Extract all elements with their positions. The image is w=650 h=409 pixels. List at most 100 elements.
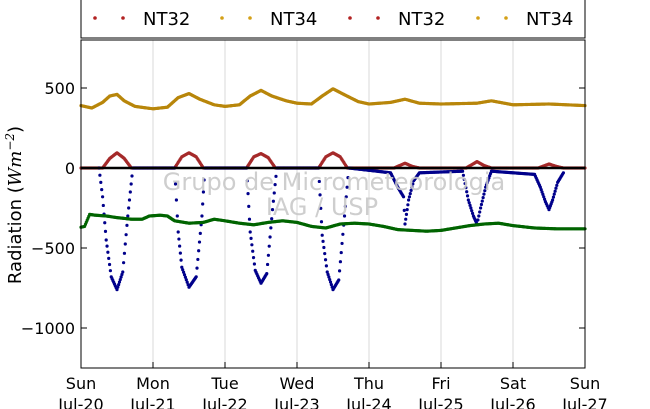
data-point <box>561 171 566 175</box>
data-point <box>271 199 275 203</box>
data-point <box>268 235 272 239</box>
watermark-line-2: IAG / USP <box>266 193 378 221</box>
data-point <box>250 243 254 247</box>
data-point <box>478 210 482 214</box>
data-point <box>541 192 545 196</box>
data-point <box>553 189 557 193</box>
x-tick-label-date: Jul-21 <box>129 395 175 409</box>
data-point <box>265 272 269 276</box>
x-tick-label-day: Wed <box>280 374 315 393</box>
data-point <box>345 185 349 189</box>
data-point <box>341 232 345 236</box>
x-tick-label-day: Tue <box>210 374 238 393</box>
data-point <box>465 190 469 194</box>
legend-marker <box>93 16 97 20</box>
data-point <box>179 258 183 262</box>
data-point <box>197 249 201 253</box>
data-point <box>408 192 412 196</box>
legend-label: NT34 <box>270 9 317 30</box>
y-axis-title: Radiation (Wm−2) <box>3 126 26 284</box>
data-point <box>181 268 185 272</box>
data-point <box>337 278 341 282</box>
data-point <box>173 182 178 186</box>
data-point <box>106 250 110 254</box>
data-point <box>462 177 466 182</box>
data-point <box>406 203 410 207</box>
legend-label: NT32 <box>143 9 190 30</box>
legend-label: NT34 <box>526 9 573 30</box>
data-point <box>101 203 105 208</box>
data-point <box>477 214 481 218</box>
data-point <box>252 262 256 266</box>
data-point <box>246 192 250 196</box>
data-point <box>476 218 480 222</box>
data-point <box>194 275 198 279</box>
y-tick-label: −500 <box>31 239 75 258</box>
legend-entry: NT34 <box>220 9 317 30</box>
data-point <box>469 206 473 210</box>
data-point <box>402 208 406 212</box>
data-point <box>540 190 544 194</box>
data-point <box>98 173 102 177</box>
data-point <box>200 214 204 218</box>
data-point <box>466 198 470 202</box>
data-point <box>245 179 249 183</box>
data-point <box>461 173 466 177</box>
data-point <box>201 202 205 206</box>
data-point <box>115 288 119 292</box>
data-point <box>407 195 412 199</box>
data-point <box>338 260 343 264</box>
x-tick-label-day: Sun <box>66 374 96 393</box>
data-point <box>337 269 342 273</box>
data-point <box>319 220 324 224</box>
x-tick-label-day: Fri <box>431 374 450 393</box>
data-point <box>470 211 475 215</box>
data-point <box>129 182 133 186</box>
legend: NT32 NT34 NT32 NT34 <box>80 0 586 39</box>
data-point <box>124 233 128 237</box>
data-point <box>344 195 348 199</box>
data-point <box>123 242 127 246</box>
legend-entry: NT32 <box>93 9 190 30</box>
data-point <box>321 239 325 243</box>
data-point <box>202 178 206 182</box>
data-point <box>326 272 330 277</box>
data-point <box>274 174 278 178</box>
data-point <box>251 256 256 260</box>
data-point <box>116 285 120 289</box>
data-point <box>465 194 470 198</box>
data-point <box>122 251 127 255</box>
data-point <box>342 214 347 218</box>
data-point <box>251 249 255 253</box>
data-point <box>551 198 555 202</box>
data-point <box>343 204 347 208</box>
data-point <box>340 241 344 246</box>
x-tick-label-date: Jul-24 <box>345 395 391 409</box>
data-point <box>107 256 111 260</box>
data-point <box>117 282 121 287</box>
x-tick-label-day: Mon <box>136 374 170 393</box>
data-point <box>267 244 271 248</box>
data-point <box>249 236 253 240</box>
data-point <box>324 264 328 268</box>
data-point <box>183 275 187 279</box>
tick-labels: 500 0 −500 −1000 Sun Jul-20 Mon Jul-21 Tue Jul-22… <box>21 79 608 409</box>
data-point <box>198 231 202 235</box>
data-point <box>538 185 542 189</box>
data-point <box>539 188 543 192</box>
data-point <box>248 230 252 234</box>
legend-marker <box>248 16 252 20</box>
x-tick-label-day: Sun <box>570 374 600 393</box>
series-layer <box>79 87 587 292</box>
legend-label: NT32 <box>398 9 445 30</box>
data-point <box>270 208 275 212</box>
data-point <box>126 214 130 218</box>
data-point <box>175 214 179 218</box>
data-point <box>481 196 485 200</box>
legend-marker <box>220 16 224 20</box>
data-point <box>105 244 109 248</box>
data-point <box>99 180 103 184</box>
plot-frame <box>80 39 586 369</box>
data-point <box>270 217 274 221</box>
